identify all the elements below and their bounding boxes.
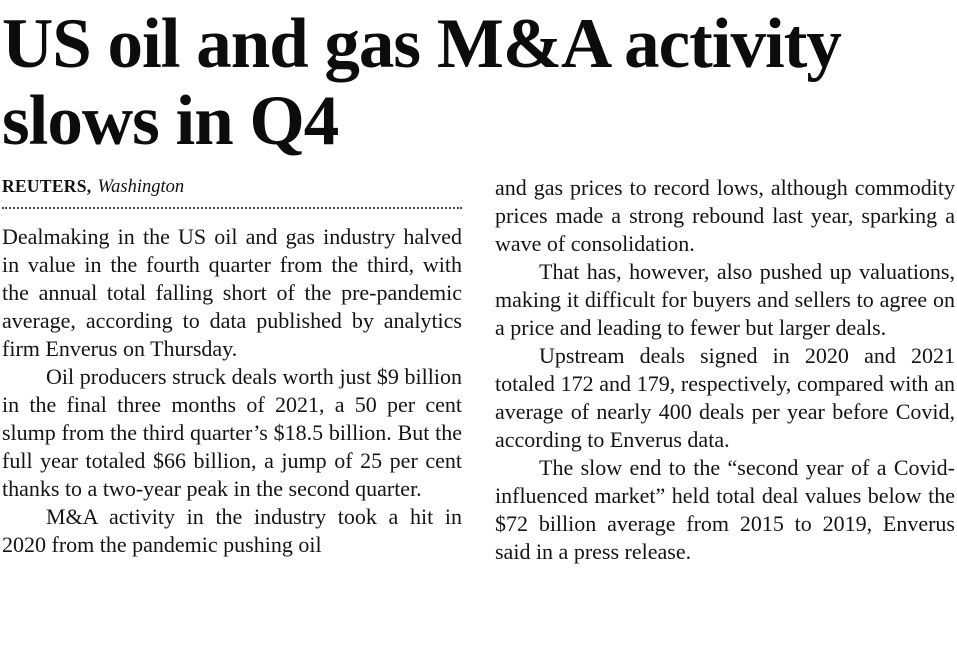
column-left: REUTERS, Washington Dealmaking in the US … [2,174,462,559]
paragraph: and gas prices to record lows, although … [495,175,955,256]
paragraph: The slow end to the “second year of a Co… [495,455,955,564]
paragraph: Upstream deals signed in 2020 and 2021 t… [495,343,955,452]
byline-location: Washington [97,177,185,197]
column-right: and gas prices to record lows, although … [495,174,955,566]
paragraph: Dealmaking in the US oil and gas industr… [2,224,462,361]
byline-source: REUTERS, [2,176,92,196]
paragraph: That has, however, also pushed up valuat… [495,259,955,340]
article-headline: US oil and gas M&A activity slows in Q4 [2,6,955,160]
article-body: REUTERS, Washington Dealmaking in the US … [2,174,955,566]
headline-line-1: US oil and gas M&A activity [2,5,842,83]
paragraph: Oil producers struck deals worth just $9… [2,364,462,501]
byline: REUTERS, Washington [2,174,462,198]
byline-divider [2,207,462,209]
headline-line-2: slows in Q4 [2,82,339,160]
paragraph: M&A activity in the industry took a hit … [2,504,462,557]
